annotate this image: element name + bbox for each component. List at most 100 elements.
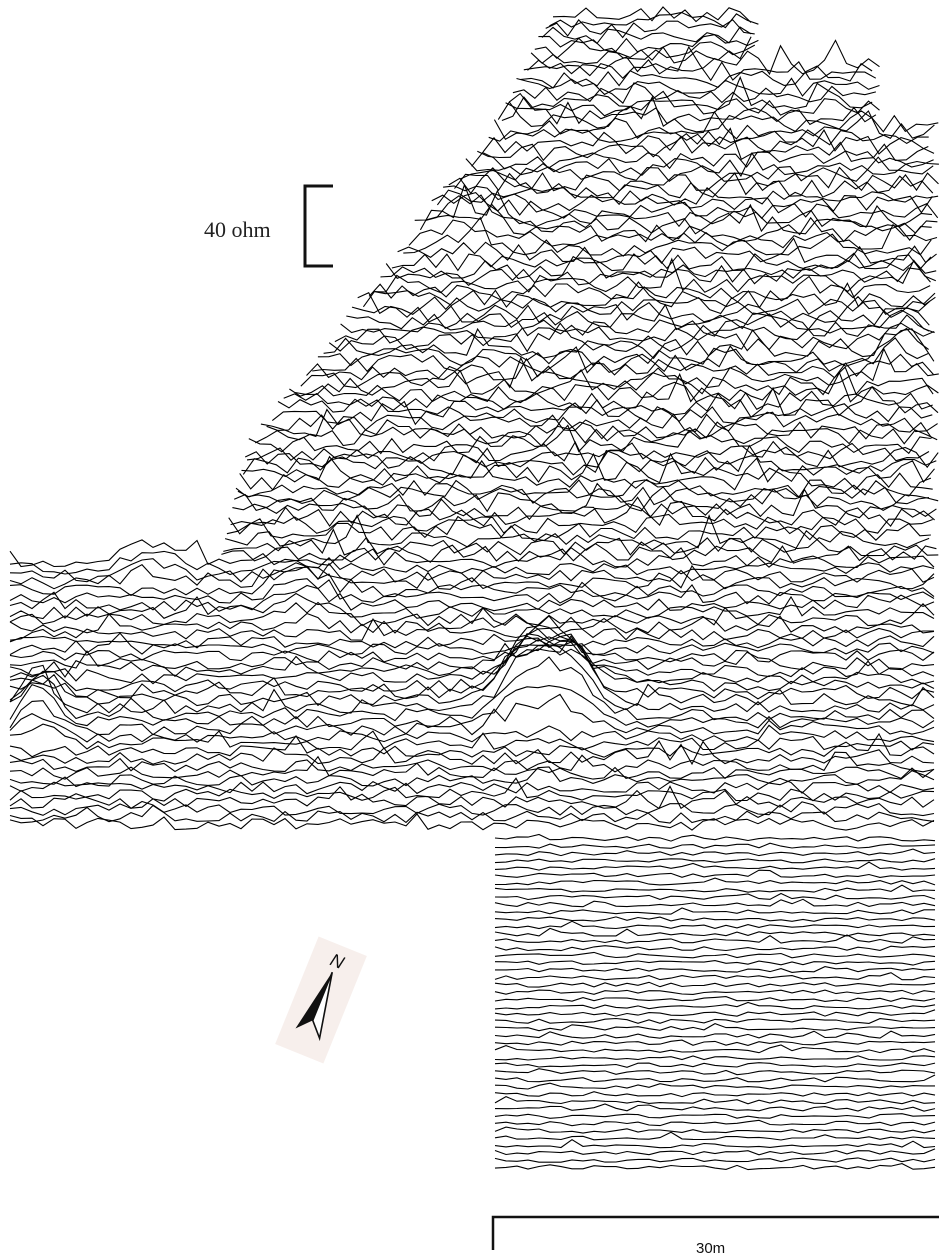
resistance-trace: [408, 219, 938, 250]
resistance-trace: [505, 98, 880, 117]
resistance-trace: [391, 252, 932, 272]
resistance-trace: [9, 683, 935, 729]
resistance-trace: [228, 513, 933, 535]
resistance-trace: [9, 755, 935, 780]
resistance-trace: [9, 550, 935, 576]
resistance-trace: [224, 514, 930, 550]
resistance-trace: [494, 1055, 936, 1061]
resistance-trace: [494, 1119, 936, 1127]
resistance-trace: [494, 907, 935, 915]
resistance-trace: [494, 1139, 936, 1149]
resistance-trace: [494, 989, 936, 995]
resistance-trace: [494, 898, 936, 908]
resistance-trace: [494, 1091, 936, 1098]
resistance-trace: [9, 539, 935, 569]
resistance-trace: [494, 920, 936, 930]
resistance-trace: [233, 482, 939, 513]
resistance-trace: [494, 945, 936, 952]
resistance-trace: [520, 62, 873, 89]
resistance-trace: [239, 457, 933, 491]
resistance-trace: [9, 813, 935, 831]
resistance-trace: [9, 693, 935, 736]
resistance-trace: [9, 635, 935, 685]
resistance-trace: [317, 328, 935, 367]
resistance-trace: [454, 166, 939, 192]
resistance-trace: [494, 934, 936, 944]
resistance-trace: [289, 371, 939, 404]
resistance-trace: [9, 632, 935, 656]
resistance-trace: [9, 635, 935, 663]
resistance-trace: [9, 558, 935, 583]
resistance-trace: [494, 884, 936, 893]
resistance-trace: [494, 833, 936, 842]
resistance-trace: [494, 916, 936, 922]
vertical-scale-bar: 40 ohm: [204, 184, 333, 268]
resistance-trace: [501, 96, 877, 126]
north-arrow: N: [275, 936, 367, 1064]
resistance-trace: [534, 37, 756, 60]
vertical-scale-bracket: [303, 184, 333, 268]
resistance-trace: [477, 127, 929, 163]
resistance-trace: [549, 11, 759, 29]
resistance-trace: [9, 633, 935, 649]
resistance-trace: [323, 327, 929, 360]
resistance-trace: [552, 6, 752, 23]
resistance-trace: [340, 309, 935, 337]
resistance-trace: [425, 194, 933, 228]
resistance-trace: [334, 314, 930, 344]
resistance-trace: [494, 1148, 936, 1156]
resistance-trace: [414, 203, 932, 243]
resistance-trace: [527, 39, 880, 76]
resistance-trace: [9, 584, 935, 612]
resistance-trace: [9, 641, 935, 715]
resistance-trace: [254, 416, 938, 447]
resistance-trace: [494, 1095, 936, 1105]
resistance-trace: [436, 189, 933, 214]
resistance-trace: [494, 892, 936, 901]
resistance-trace: [242, 444, 937, 476]
resistance-trace: [494, 996, 936, 1003]
resistance-trace: [9, 723, 935, 751]
resistance-trace: [241, 452, 935, 484]
resistance-trace: [362, 281, 936, 309]
resistance-trace: [312, 337, 929, 374]
resistance-trace: [266, 411, 938, 433]
resistance-trace: [295, 366, 934, 396]
resistance-trace: [494, 1009, 936, 1017]
resistance-trace: [494, 1022, 936, 1032]
resistance-trace: [448, 167, 934, 199]
resistance-trace: [494, 848, 936, 857]
resistance-trace: [443, 185, 939, 206]
resistance-trace: [328, 322, 935, 353]
resistance-trace: [545, 19, 755, 39]
resistance-trace: [482, 129, 935, 155]
resistance-trace: [465, 151, 939, 178]
resistance-trace: [495, 966, 936, 973]
resistance-trace: [232, 488, 937, 521]
resistance-trace: [541, 26, 752, 45]
resistance-trace: [380, 264, 931, 287]
resistance-trace: [494, 1039, 936, 1046]
resistance-trace: [306, 353, 934, 381]
resistance-trace: [494, 1001, 936, 1010]
resistance-trace: [244, 440, 939, 469]
resistance-trace: [9, 612, 935, 634]
resistance-trace: [494, 1017, 936, 1024]
resistance-trace: [459, 156, 934, 182]
resistance-trace: [226, 515, 931, 542]
resistance-trace: [494, 960, 936, 966]
resistance-trace: [9, 624, 935, 700]
resistance-trace: [494, 1126, 936, 1134]
resistance-trace: [9, 639, 935, 678]
resistance-trace: [494, 861, 936, 871]
vertical-scale-label: 40 ohm: [204, 217, 271, 242]
resistance-trace: [346, 303, 930, 331]
resistance-trace: [494, 927, 936, 937]
resistance-trace: [508, 75, 873, 111]
resistance-trace: [494, 877, 936, 886]
resistance-trace: [9, 562, 935, 590]
resistance-trace: [357, 291, 931, 316]
resistance-trace: [494, 1068, 936, 1076]
resistance-trace: [368, 275, 931, 301]
horizontal-scale-bar: 30m: [491, 1215, 939, 1257]
